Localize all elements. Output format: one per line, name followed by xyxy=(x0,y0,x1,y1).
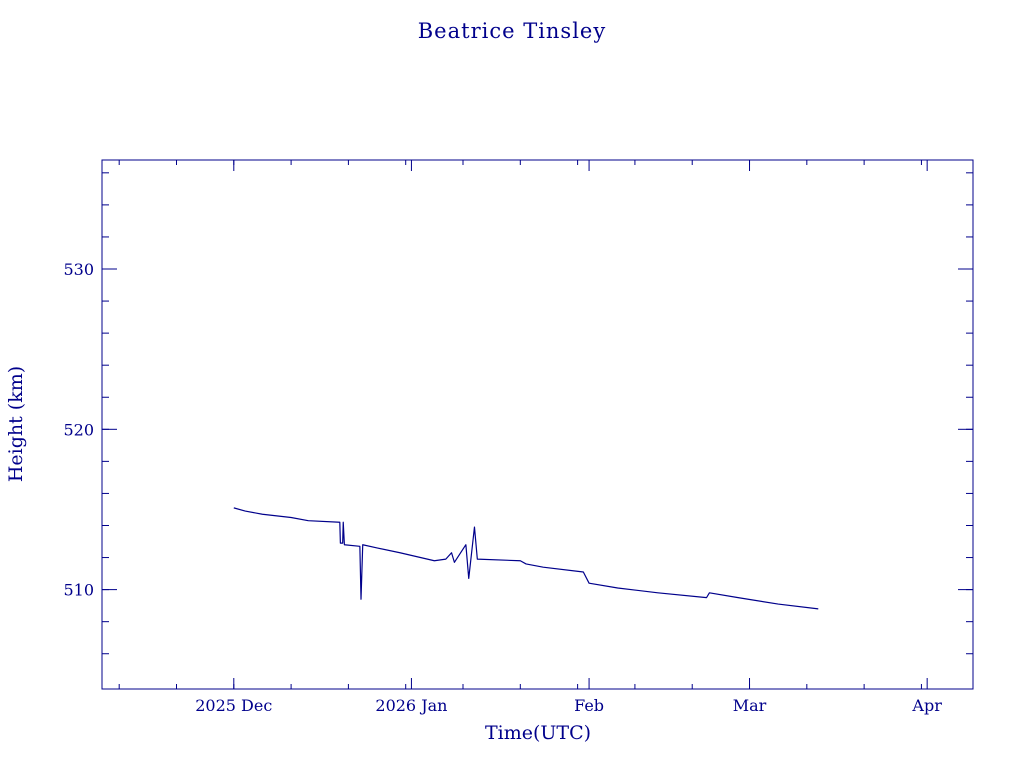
x-axis-label: Time(UTC) xyxy=(485,722,591,744)
x-tick-labels: 2025 Dec 2026 Jan Feb Mar Apr xyxy=(195,696,942,715)
y-tick-label: 530 xyxy=(63,260,94,279)
y-axis-label: Height (km) xyxy=(5,366,27,482)
plot-frame xyxy=(101,159,974,690)
y-tick-label: 520 xyxy=(63,420,94,439)
x-tick-label: Mar xyxy=(733,696,767,715)
y-tick-labels: 510 520 530 xyxy=(63,260,94,600)
chart-title: Beatrice Tinsley xyxy=(418,19,606,43)
y-tick-label: 510 xyxy=(63,581,94,600)
x-tick-label: 2025 Dec xyxy=(195,696,272,715)
x-tick-label: Feb xyxy=(574,696,604,715)
height-series-line xyxy=(233,507,819,610)
x-tick-label: Apr xyxy=(911,696,942,715)
axis-ticks xyxy=(102,160,973,689)
x-tick-label: 2026 Jan xyxy=(375,696,447,715)
series-lines xyxy=(233,507,819,610)
